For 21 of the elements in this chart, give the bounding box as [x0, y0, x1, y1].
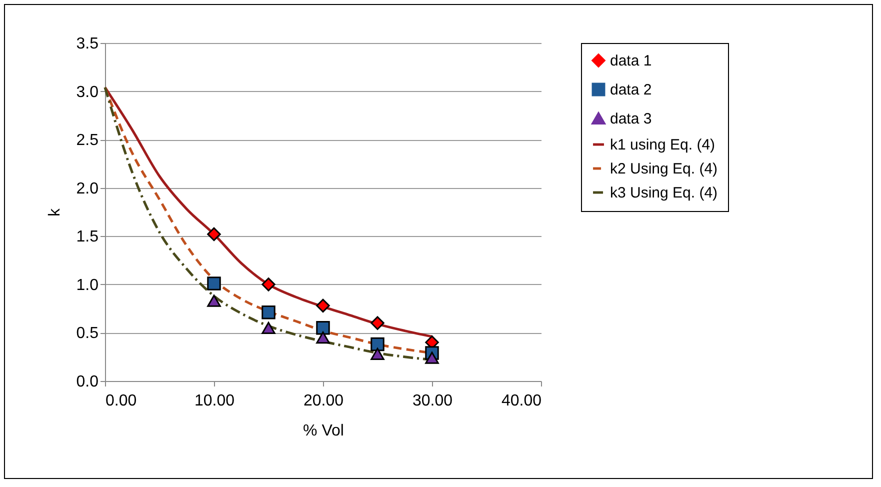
x-tick-label: 20.00 [303, 392, 344, 410]
y-tick-label: 1.5 [76, 228, 99, 246]
y-axis-title: k [46, 208, 64, 216]
legend-label: data 1 [610, 52, 652, 70]
x-tick-label: 40.00 [501, 392, 542, 410]
x-tick-label: 30.00 [412, 392, 453, 410]
legend-label: k3 Using Eq. (4) [610, 184, 718, 202]
y-tick-label: 3.5 [76, 36, 99, 52]
y-tick-label: 1.0 [76, 276, 99, 294]
y-tick-label: 2.5 [76, 132, 99, 150]
legend-label: k1 using Eq. (4) [610, 136, 716, 154]
legend-label: k2 Using Eq. (4) [610, 160, 718, 178]
x-tick-label: 10.00 [194, 392, 235, 410]
y-tick-label: 2.0 [76, 180, 99, 198]
y-tick-label: 0.5 [76, 325, 99, 342]
y-tick-label: 3.0 [76, 84, 99, 101]
legend-label: data 2 [610, 82, 652, 98]
x-tick-label: 0.00 [106, 392, 137, 410]
x-axis-title: % Vol [303, 422, 344, 440]
legend-label: data 3 [610, 110, 652, 128]
y-tick-label: 0.0 [76, 374, 99, 390]
